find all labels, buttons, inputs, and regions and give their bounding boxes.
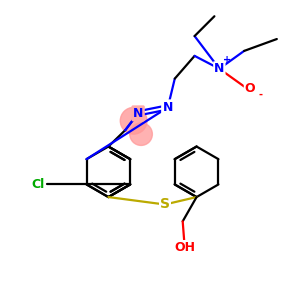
Text: N: N (163, 101, 173, 114)
Text: N: N (214, 62, 224, 75)
Text: N: N (133, 107, 143, 120)
Text: Cl: Cl (31, 178, 44, 191)
Text: S: S (160, 197, 170, 212)
Circle shape (120, 107, 147, 134)
Text: O: O (245, 82, 255, 95)
Text: -: - (259, 89, 262, 100)
Text: +: + (223, 56, 231, 65)
Circle shape (130, 123, 152, 146)
Text: OH: OH (174, 241, 195, 254)
